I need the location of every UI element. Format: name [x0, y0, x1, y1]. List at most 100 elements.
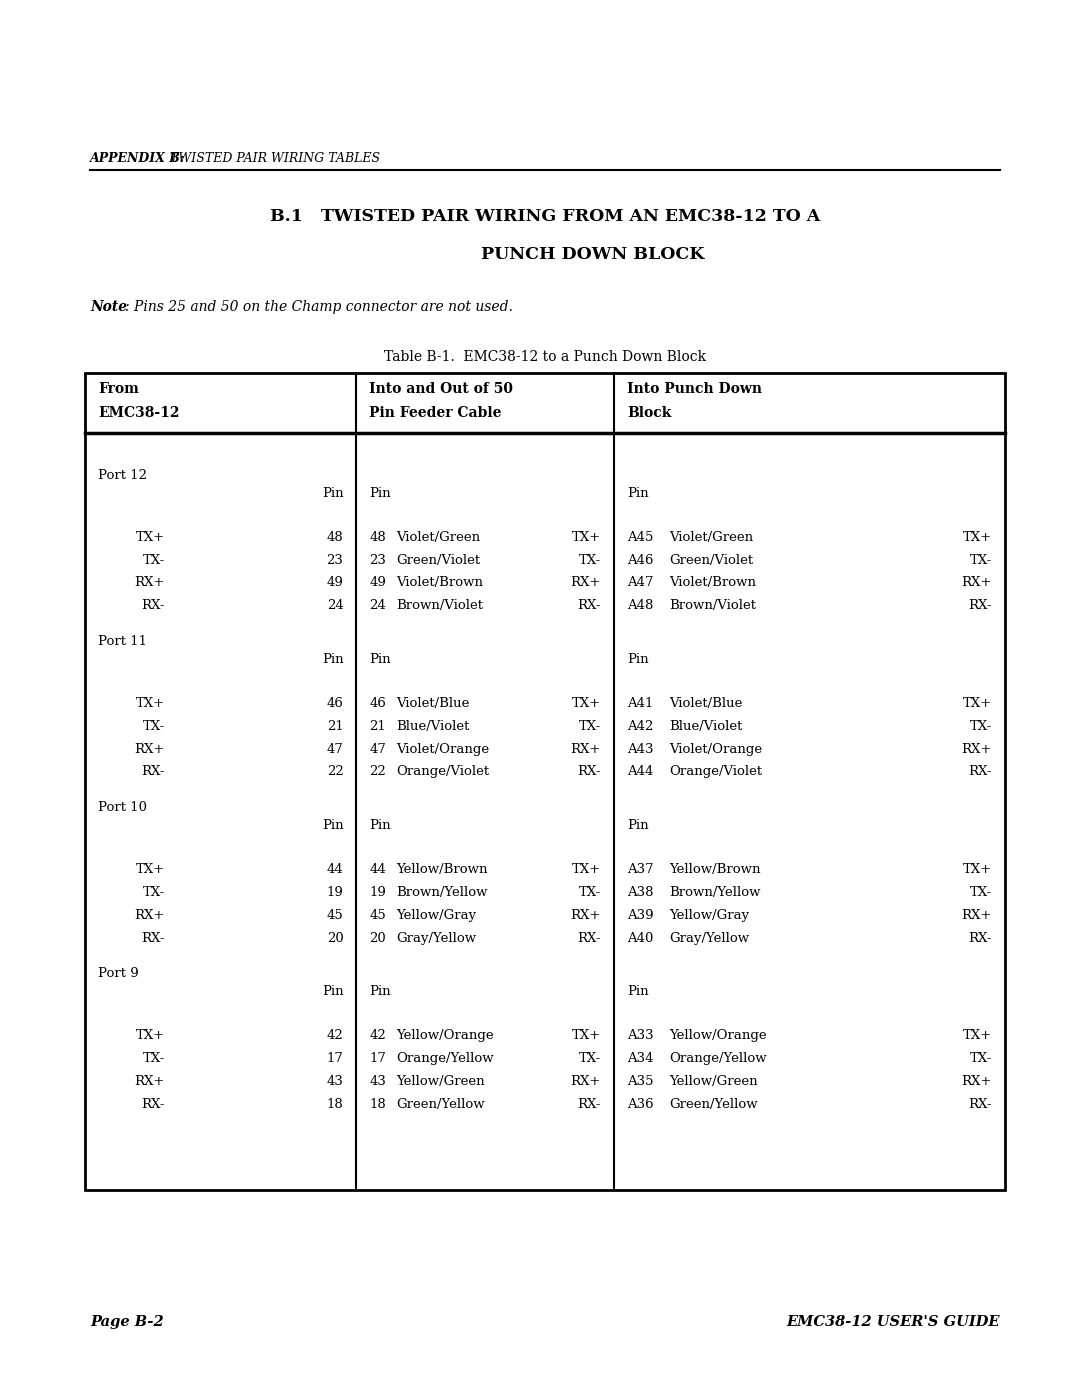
Text: Note: Note [90, 300, 127, 314]
Bar [85, 373, 1005, 1190]
Text: A37: A37 [627, 863, 653, 876]
Text: TX-: TX- [970, 719, 993, 733]
Text: RX-: RX- [141, 599, 165, 612]
Text: 24: 24 [326, 599, 343, 612]
Text: Blue/Violet: Blue/Violet [669, 719, 742, 733]
Text: 23: 23 [326, 553, 343, 567]
Text: RX+: RX+ [135, 743, 165, 756]
Text: TX+: TX+ [963, 697, 993, 710]
Text: RX+: RX+ [961, 743, 993, 756]
Text: A34: A34 [627, 1052, 653, 1065]
Text: 47: 47 [326, 743, 343, 756]
Text: Green/Violet: Green/Violet [396, 553, 481, 567]
Text: 43: 43 [326, 1076, 343, 1088]
Text: 47: 47 [369, 743, 387, 756]
Text: TX+: TX+ [572, 1030, 600, 1042]
Text: RX-: RX- [141, 1098, 165, 1111]
Text: Into Punch Down: Into Punch Down [627, 381, 762, 395]
Text: TX+: TX+ [572, 863, 600, 876]
Text: RX-: RX- [141, 932, 165, 944]
Text: Pin: Pin [627, 652, 649, 666]
Text: Pin: Pin [627, 486, 649, 500]
Text: Brown/Violet: Brown/Violet [396, 599, 484, 612]
Text: 49: 49 [326, 577, 343, 590]
Text: Gray/Yellow: Gray/Yellow [396, 932, 476, 944]
Text: A48: A48 [627, 599, 653, 612]
Text: Into and Out of 50: Into and Out of 50 [369, 381, 513, 395]
Text: Yellow/Green: Yellow/Green [396, 1076, 485, 1088]
Text: RX+: RX+ [570, 909, 600, 922]
Text: TX+: TX+ [963, 531, 993, 543]
Text: Pin: Pin [627, 985, 649, 997]
Text: RX+: RX+ [961, 1076, 993, 1088]
Text: Yellow/Green: Yellow/Green [669, 1076, 758, 1088]
Text: Violet/Green: Violet/Green [669, 531, 753, 543]
Text: 24: 24 [369, 599, 387, 612]
Text: Yellow/Orange: Yellow/Orange [396, 1030, 494, 1042]
Text: A43: A43 [627, 743, 653, 756]
Text: RX-: RX- [969, 766, 993, 778]
Text: Blue/Violet: Blue/Violet [396, 719, 470, 733]
Text: TX-: TX- [579, 1052, 600, 1065]
Text: TX+: TX+ [572, 697, 600, 710]
Text: A47: A47 [627, 577, 653, 590]
Text: 45: 45 [369, 909, 387, 922]
Text: Orange/Violet: Orange/Violet [669, 766, 762, 778]
Text: APPENDIX B:: APPENDIX B: [90, 152, 186, 165]
Text: 43: 43 [369, 1076, 387, 1088]
Text: 46: 46 [369, 697, 387, 710]
Text: Port 12: Port 12 [98, 468, 147, 482]
Text: TX-: TX- [579, 553, 600, 567]
Text: Pin: Pin [322, 652, 343, 666]
Text: RX-: RX- [578, 932, 600, 944]
Text: Brown/Violet: Brown/Violet [669, 599, 756, 612]
Text: TX-: TX- [143, 886, 165, 900]
Text: TX-: TX- [579, 886, 600, 900]
Text: A35: A35 [627, 1076, 653, 1088]
Text: Orange/Violet: Orange/Violet [396, 766, 489, 778]
Text: 19: 19 [369, 886, 387, 900]
Text: RX+: RX+ [961, 577, 993, 590]
Text: A33: A33 [627, 1030, 653, 1042]
Text: Pin: Pin [322, 819, 343, 831]
Text: 49: 49 [369, 577, 387, 590]
Text: 44: 44 [369, 863, 387, 876]
Text: Violet/Green: Violet/Green [396, 531, 481, 543]
Text: Violet/Brown: Violet/Brown [396, 577, 484, 590]
Text: RX+: RX+ [570, 743, 600, 756]
Text: TX-: TX- [970, 1052, 993, 1065]
Text: Pin: Pin [369, 985, 391, 997]
Text: Gray/Yellow: Gray/Yellow [669, 932, 750, 944]
Text: A40: A40 [627, 932, 653, 944]
Text: 48: 48 [326, 531, 343, 543]
Text: RX+: RX+ [135, 577, 165, 590]
Text: Page B-2: Page B-2 [90, 1315, 164, 1329]
Text: Orange/Yellow: Orange/Yellow [669, 1052, 767, 1065]
Text: RX+: RX+ [570, 1076, 600, 1088]
Text: 42: 42 [369, 1030, 387, 1042]
Text: Violet/Brown: Violet/Brown [669, 577, 756, 590]
Text: TX-: TX- [970, 553, 993, 567]
Text: Table B-1.  EMC38-12 to a Punch Down Block: Table B-1. EMC38-12 to a Punch Down Bloc… [383, 351, 706, 365]
Text: TWISTED PAIR WIRING TABLES: TWISTED PAIR WIRING TABLES [170, 152, 380, 165]
Text: 18: 18 [369, 1098, 387, 1111]
Text: Violet/Orange: Violet/Orange [396, 743, 489, 756]
Text: Pin: Pin [627, 819, 649, 831]
Text: 20: 20 [369, 932, 387, 944]
Text: A39: A39 [627, 909, 653, 922]
Text: 19: 19 [326, 886, 343, 900]
Text: Pin: Pin [369, 486, 391, 500]
Text: 22: 22 [326, 766, 343, 778]
Text: Green/Yellow: Green/Yellow [669, 1098, 758, 1111]
Text: RX-: RX- [578, 1098, 600, 1111]
Text: Violet/Blue: Violet/Blue [669, 697, 742, 710]
Text: 46: 46 [326, 697, 343, 710]
Text: Green/Yellow: Green/Yellow [396, 1098, 485, 1111]
Text: A41: A41 [627, 697, 653, 710]
Text: TX+: TX+ [136, 531, 165, 543]
Text: From: From [98, 381, 139, 395]
Text: RX-: RX- [141, 766, 165, 778]
Text: 17: 17 [369, 1052, 387, 1065]
Text: Block: Block [627, 407, 672, 420]
Text: 20: 20 [326, 932, 343, 944]
